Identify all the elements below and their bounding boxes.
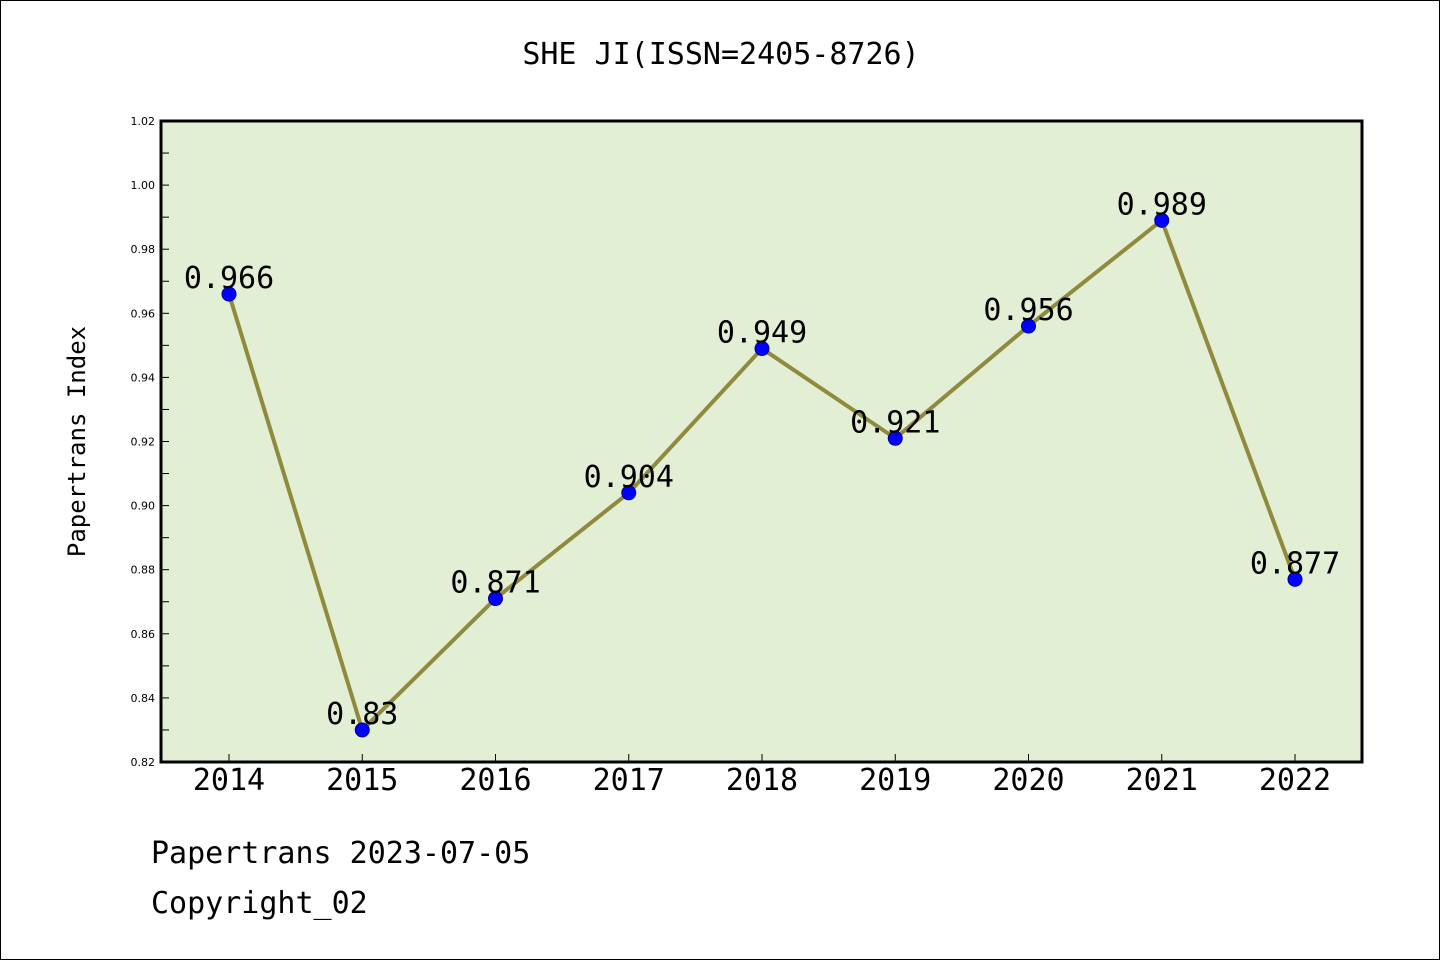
data-label: 0.921 xyxy=(850,405,940,440)
data-label: 0.966 xyxy=(184,261,274,296)
data-point xyxy=(1154,212,1170,228)
x-tick-label: 2020 xyxy=(992,763,1064,798)
data-point xyxy=(1287,571,1303,587)
footer-source: Papertrans 2023-07-05 xyxy=(151,836,531,871)
chart-title: SHE JI(ISSN=2405-8726) xyxy=(522,37,920,72)
y-tick-label: 0.88 xyxy=(131,564,156,577)
data-label: 0.904 xyxy=(584,460,674,495)
data-point xyxy=(354,722,370,738)
data-label: 0.956 xyxy=(983,293,1073,328)
x-tick-label: 2016 xyxy=(459,763,531,798)
y-tick-label: 0.86 xyxy=(131,628,156,641)
y-tick-label: 0.82 xyxy=(131,756,156,769)
y-tick-label: 1.00 xyxy=(131,179,156,192)
data-point xyxy=(887,430,903,446)
y-tick-label: 0.92 xyxy=(131,436,156,449)
data-point xyxy=(754,341,770,357)
x-tick-label: 2014 xyxy=(193,763,265,798)
y-axis-label: Papertrans Index xyxy=(63,326,91,557)
footer-copyright: Copyright_02 xyxy=(151,886,368,921)
data-label: 0.989 xyxy=(1117,187,1207,222)
data-point xyxy=(221,286,237,302)
data-point xyxy=(1021,318,1036,334)
x-tick-label: 2018 xyxy=(726,763,798,798)
y-tick-label: 0.98 xyxy=(131,243,156,256)
y-tick-label: 0.84 xyxy=(131,692,156,705)
plot-frame xyxy=(159,119,1364,764)
data-label: 0.871 xyxy=(450,566,540,601)
y-tick-label: 0.94 xyxy=(131,371,156,384)
data-point xyxy=(621,485,637,501)
data-label: 0.83 xyxy=(326,697,398,732)
data-label: 0.877 xyxy=(1250,546,1340,581)
data-label: 0.949 xyxy=(717,316,807,351)
x-tick-label: 2015 xyxy=(326,763,398,798)
y-tick-label: 0.96 xyxy=(131,307,156,320)
x-tick-label: 2021 xyxy=(1126,763,1198,798)
y-tick-label: 1.02 xyxy=(131,115,156,128)
x-tick-label: 2017 xyxy=(593,763,665,798)
data-point xyxy=(488,591,503,607)
y-tick-label: 0.90 xyxy=(131,500,156,513)
x-tick-label: 2019 xyxy=(859,763,931,798)
x-tick-label: 2022 xyxy=(1259,763,1331,798)
